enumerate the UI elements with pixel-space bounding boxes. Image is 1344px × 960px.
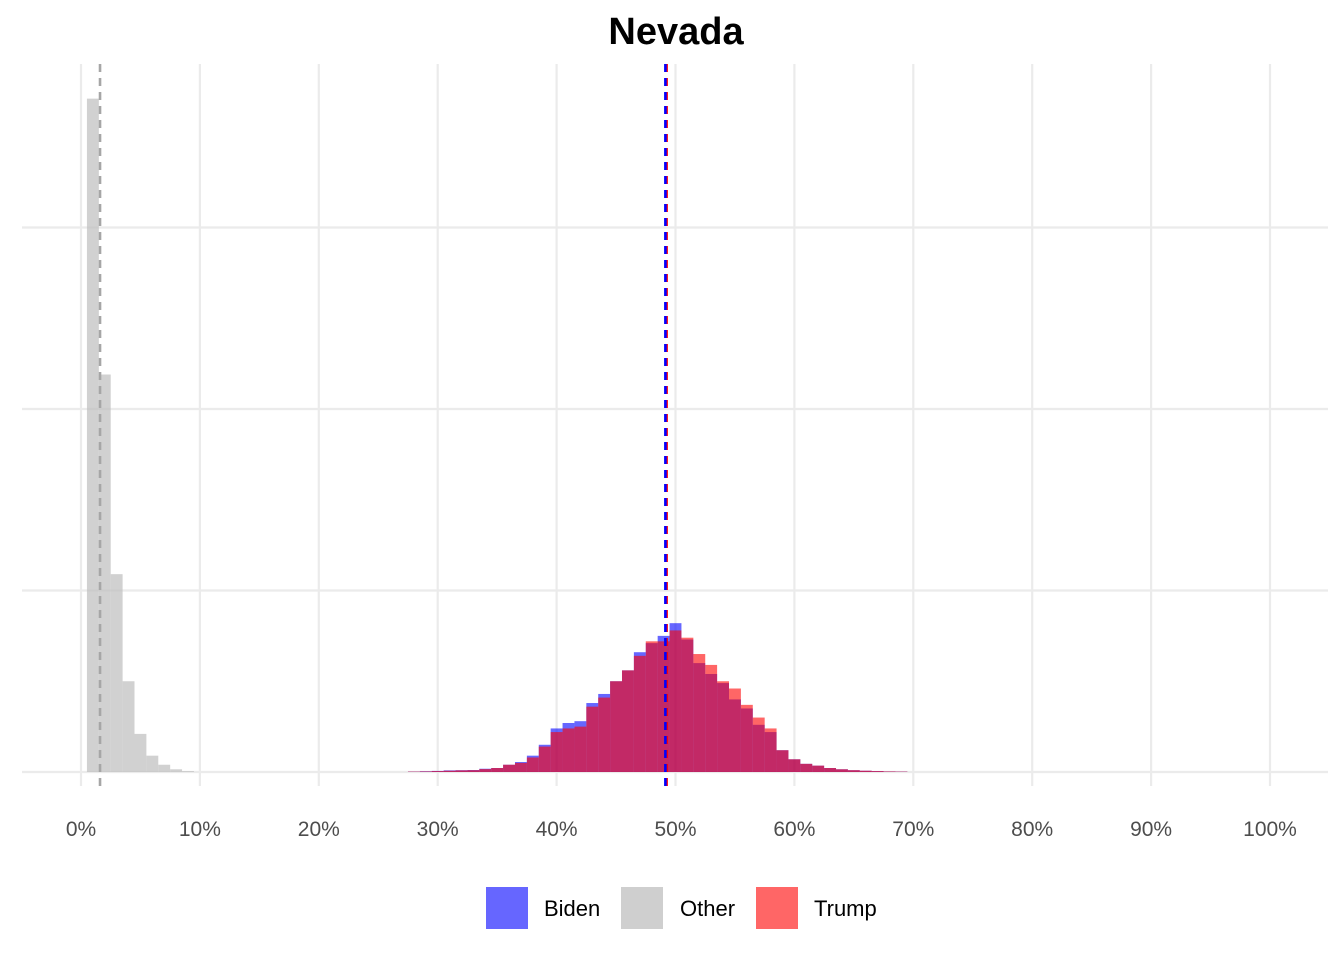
bar-trump-37: [847, 770, 860, 772]
bar-trump-1: [419, 771, 432, 772]
bar-trump-30: [764, 728, 777, 772]
bar-trump-16: [598, 697, 611, 772]
x-tick-label-8: 80%: [1011, 818, 1053, 841]
bar-trump-22: [669, 630, 682, 772]
bar-trump-19: [633, 655, 646, 772]
bar-other-0: [86, 98, 99, 772]
bar-trump-13: [562, 728, 575, 772]
legend-label-other: Other: [680, 896, 735, 921]
bar-other-3: [122, 681, 135, 772]
x-tick-label-1: 10%: [179, 818, 221, 841]
bar-trump-29: [752, 717, 765, 772]
bar-trump-3: [443, 770, 456, 772]
bar-trump-23: [681, 637, 694, 772]
x-tick-label-5: 50%: [654, 818, 696, 841]
legend: Biden Other Trump: [486, 887, 877, 929]
bar-trump-5: [467, 770, 480, 772]
bar-trump-6: [479, 769, 492, 772]
series-trump-bars: [407, 630, 908, 772]
bar-trump-34: [812, 765, 825, 772]
x-tick-label-4: 40%: [536, 818, 578, 841]
mean-reference-lines: [98, 64, 668, 786]
bar-trump-32: [788, 759, 801, 772]
bar-other-4: [134, 733, 147, 772]
legend-label-trump: Trump: [814, 896, 877, 921]
bar-trump-40: [883, 771, 896, 772]
bar-trump-35: [824, 768, 837, 772]
bar-trump-38: [859, 770, 872, 772]
x-tick-label-3: 30%: [417, 818, 459, 841]
bar-trump-27: [729, 688, 741, 772]
legend-label-biden: Biden: [544, 896, 600, 921]
bar-trump-39: [871, 771, 884, 772]
gridlines: [22, 64, 1328, 786]
bar-other-8: [182, 771, 194, 772]
bar-trump-10: [526, 757, 539, 772]
bar-other-1: [98, 374, 111, 772]
bar-trump-25: [705, 664, 718, 772]
bar-trump-24: [693, 654, 706, 772]
bar-trump-4: [455, 770, 468, 772]
bar-trump-11: [538, 746, 551, 772]
bar-trump-2: [431, 771, 444, 772]
bar-trump-28: [740, 704, 753, 772]
legend-key-other: [621, 887, 663, 929]
series-other-bars: [86, 98, 194, 772]
bar-trump-26: [717, 681, 730, 772]
bar-trump-31: [776, 750, 789, 772]
bar-trump-12: [550, 732, 563, 772]
legend-key-trump: [756, 887, 798, 929]
bar-trump-33: [800, 763, 813, 772]
x-tick-label-2: 20%: [298, 818, 340, 841]
x-tick-label-7: 70%: [892, 818, 934, 841]
bar-trump-7: [491, 768, 504, 772]
bar-trump-14: [574, 726, 587, 772]
chart-title: Nevada: [608, 11, 744, 53]
bar-other-5: [146, 755, 159, 772]
bar-other-7: [170, 769, 183, 772]
bar-trump-36: [836, 769, 848, 772]
bar-trump-21: [657, 641, 670, 772]
x-tick-label-6: 60%: [773, 818, 815, 841]
bar-trump-18: [621, 670, 634, 772]
bar-trump-9: [514, 762, 527, 772]
bar-trump-15: [586, 706, 599, 772]
x-tick-label-9: 90%: [1130, 818, 1172, 841]
x-tick-label-0: 0%: [66, 818, 96, 841]
bar-trump-17: [610, 681, 622, 772]
bar-trump-8: [503, 764, 515, 772]
bar-trump-20: [645, 641, 658, 772]
bar-other-2: [110, 574, 123, 772]
legend-key-biden: [486, 887, 528, 929]
x-axis-tick-labels: 0% 10% 20% 30% 40% 50% 60% 70% 80% 90% 100%: [66, 818, 1297, 841]
x-tick-label-10: 100%: [1243, 818, 1297, 841]
bar-other-6: [158, 764, 171, 772]
